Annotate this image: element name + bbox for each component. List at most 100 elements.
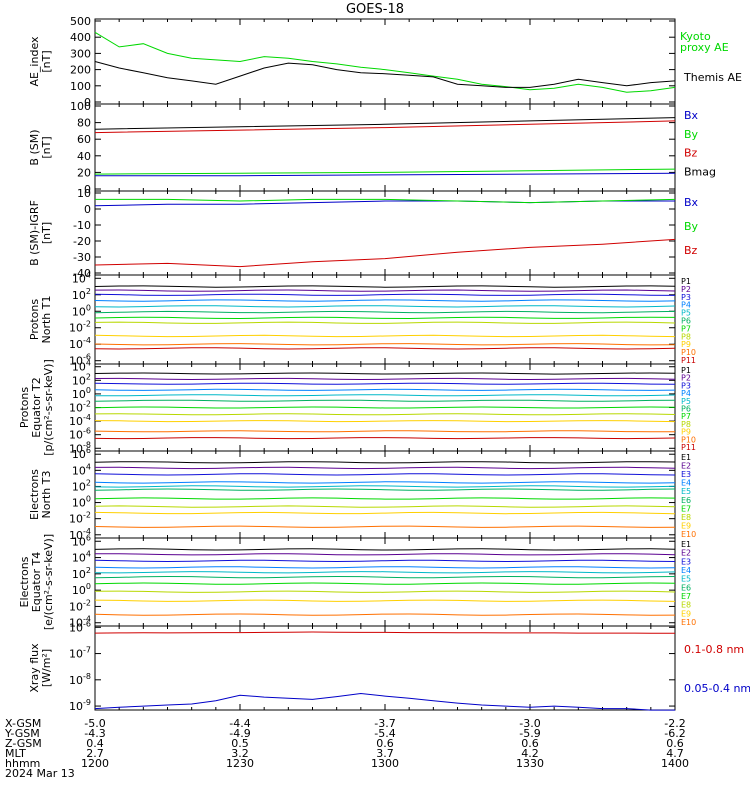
footer-value: 1330: [516, 757, 544, 770]
footer-value: -2.2: [664, 717, 685, 730]
footer-value: 1200: [81, 757, 109, 770]
channel-line: [94, 461, 676, 464]
y-axis-label: B (SM): [28, 129, 41, 165]
channel-line: [94, 485, 676, 488]
channel-line: [94, 548, 676, 551]
channel-line: [94, 511, 676, 515]
footer-value: -3.0: [519, 717, 540, 730]
footer-value: -4.3: [84, 727, 105, 740]
footer-value: 1230: [226, 757, 254, 770]
y-axis-label: Equator T4: [30, 552, 43, 612]
y-axis-label: [e/(cm²-s-sr-keV)]: [42, 534, 55, 630]
y-tick-label: 40: [77, 150, 91, 163]
channel-label: E9: [681, 521, 691, 530]
y-tick-label: 102: [72, 287, 91, 302]
channel-label: E6: [681, 583, 691, 592]
footer-value: 4.2: [521, 747, 539, 760]
y-tick-label: 104: [72, 462, 91, 477]
footer-value: -5.0: [84, 717, 105, 730]
channel-label: E5: [681, 575, 691, 584]
channel-line: [94, 321, 676, 324]
channel-line: [94, 305, 676, 308]
footer-value: 0.6: [521, 737, 539, 750]
channel-label: E8: [681, 601, 691, 610]
y-tick-label: 100: [70, 80, 91, 93]
channel-line: [94, 406, 676, 409]
panel-3: -40 -30 -20 -10 0 10 B (SM)-IGRF [nT] Bx By Bz: [28, 187, 699, 280]
y-axis-label: [W/m²]: [40, 649, 53, 687]
y-tick-label: 10: [77, 187, 91, 200]
series-line: [94, 238, 676, 268]
y-tick-label: 200: [70, 64, 91, 77]
y-axis-label: Equator T2: [30, 377, 43, 437]
footer-value: -6.2: [664, 727, 685, 740]
y-tick-label: 104: [72, 270, 91, 285]
channel-line: [94, 488, 676, 491]
channel-line: [94, 299, 676, 302]
channel-label: P7: [681, 412, 691, 421]
channel-label: E2: [681, 462, 691, 471]
y-axis-label: [nT]: [40, 222, 53, 244]
channel-label: E3: [681, 470, 691, 479]
footer-value: 3.2: [231, 747, 249, 760]
y-tick-label: 106: [72, 446, 91, 461]
legend-label: 0.05-0.4 nm: [684, 682, 750, 695]
channel-label: P2: [681, 374, 691, 383]
channel-label: P9: [681, 340, 691, 349]
channel-label: E3: [681, 557, 691, 566]
channel-line: [94, 399, 676, 402]
channel-label: P5: [681, 397, 691, 406]
panel-frame: [94, 190, 676, 276]
channel-label: E8: [681, 513, 691, 522]
y-axis-label: [nT]: [40, 50, 53, 72]
y-tick-label: 106: [72, 533, 91, 548]
y-tick-label: 102: [72, 566, 91, 581]
channel-label: E7: [681, 504, 691, 513]
y-tick-label: -40: [73, 267, 91, 280]
channel-line: [95, 553, 676, 556]
channel-label: P8: [681, 420, 691, 429]
series-line: [94, 168, 676, 175]
y-tick-label: 20: [77, 166, 91, 179]
series-line: [94, 631, 675, 634]
y-axis-label: AE_index: [28, 36, 41, 87]
footer-value: 4.7: [666, 747, 684, 760]
channel-line: [94, 420, 676, 423]
channel-label: P1: [681, 277, 691, 286]
footer-value: -3.7: [374, 717, 395, 730]
y-tick-label: 100: [72, 582, 91, 597]
y-tick-label: -20: [73, 235, 91, 248]
footer-value: -4.9: [229, 727, 250, 740]
y-tick-label: 0: [84, 96, 91, 109]
y-tick-label: 10-2: [69, 320, 91, 335]
y-tick-label: -10: [73, 219, 91, 232]
y-tick-label: 500: [70, 15, 91, 28]
footer-row-label: hhmm: [5, 757, 40, 770]
channel-line: [94, 575, 676, 579]
channel-label: E7: [681, 592, 691, 601]
y-axis-label: [nT]: [40, 136, 53, 158]
y-tick-label: 300: [70, 47, 91, 60]
channel-line: [94, 466, 676, 470]
y-tick-label: 104: [72, 550, 91, 565]
channel-line: [94, 347, 676, 350]
y-tick-label: 400: [70, 31, 91, 44]
y-tick-label: 10-4: [69, 336, 91, 351]
panel-2: 0 20 40 60 80 100 B (SM) [nT] Bx By Bz Bmag: [28, 100, 716, 196]
legend-label: By: [684, 220, 699, 233]
panel-frame: [94, 625, 676, 711]
channel-line: [94, 394, 676, 397]
channel-line: [94, 473, 676, 476]
channel-line: [94, 525, 676, 528]
panel-frame: [94, 537, 676, 627]
y-axis-label: [p/(cm²-s-sr-keV)]: [42, 359, 55, 456]
channel-label: E1: [681, 453, 691, 462]
y-axis-label: North T3: [40, 471, 53, 519]
channel-label: P3: [681, 381, 691, 390]
channel-label: P2: [681, 285, 691, 294]
channel-line: [94, 613, 676, 616]
footer-value: 0.6: [376, 737, 394, 750]
channel-line: [94, 334, 676, 338]
footer-value: 0.4: [86, 737, 104, 750]
